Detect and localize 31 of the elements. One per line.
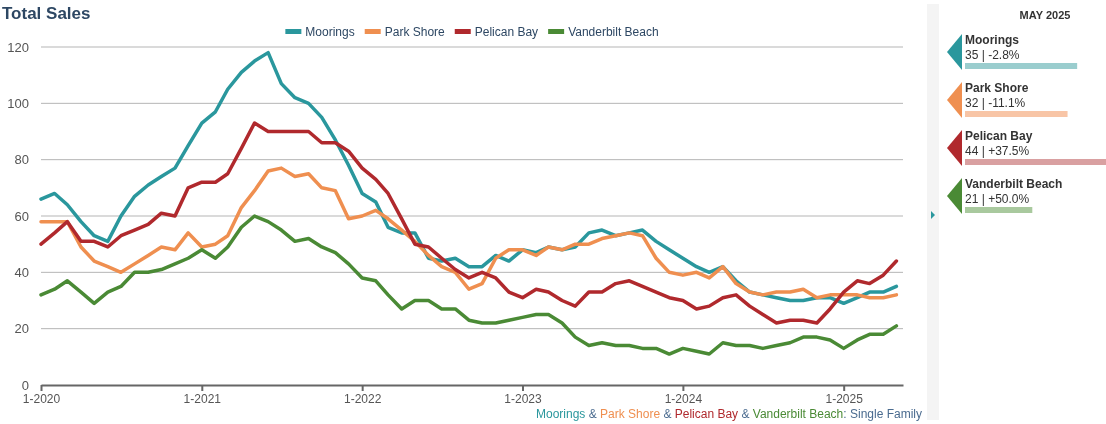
y-tick-label: 100 xyxy=(7,95,29,111)
x-tick-label: 1-2022 xyxy=(343,391,382,406)
data-label: 44 | +37.5% xyxy=(965,144,1030,158)
legend-label: Pelican Bay xyxy=(474,25,539,39)
data-label: 32 | -11.1% xyxy=(965,96,1026,110)
line-series xyxy=(39,166,899,300)
line-series xyxy=(39,214,899,356)
y-tick-label: Moorings xyxy=(965,33,1020,47)
y-tick-label: 40 xyxy=(14,264,29,280)
y-tick-label: Vanderbilt Beach xyxy=(965,177,1063,191)
chart-title: Total Sales xyxy=(2,4,91,23)
y-tick-label: 20 xyxy=(14,321,29,337)
chart-title: MAY 2025 xyxy=(1019,9,1071,21)
legend-label: Vanderbilt Beach xyxy=(568,25,659,39)
data-label: 21 | +50.0% xyxy=(965,192,1030,206)
x-tick-label: 1-2021 xyxy=(183,391,222,406)
y-tick-label: 80 xyxy=(14,152,29,168)
x-tick-label: 1-2024 xyxy=(664,391,703,406)
x-tick-label: 1-2025 xyxy=(825,391,864,406)
legend-label: Park Shore xyxy=(384,25,446,39)
y-tick-label: 60 xyxy=(14,208,29,224)
y-tick-label: Park Shore xyxy=(965,81,1029,95)
legend-label: Moorings xyxy=(305,25,355,39)
x-tick-label: 1-2020 xyxy=(22,391,61,406)
y-tick-label: 120 xyxy=(7,39,29,55)
y-tick-label: 0 xyxy=(21,377,29,393)
text: Moorings & Park Shore & Pelican Bay & Vanderbilt Beach: Single Family xyxy=(536,407,922,421)
x-tick-label: 1-2023 xyxy=(504,391,543,406)
data-label: 35 | -2.8% xyxy=(965,48,1020,62)
line-series xyxy=(39,121,899,325)
y-tick-label: Pelican Bay xyxy=(965,129,1033,143)
